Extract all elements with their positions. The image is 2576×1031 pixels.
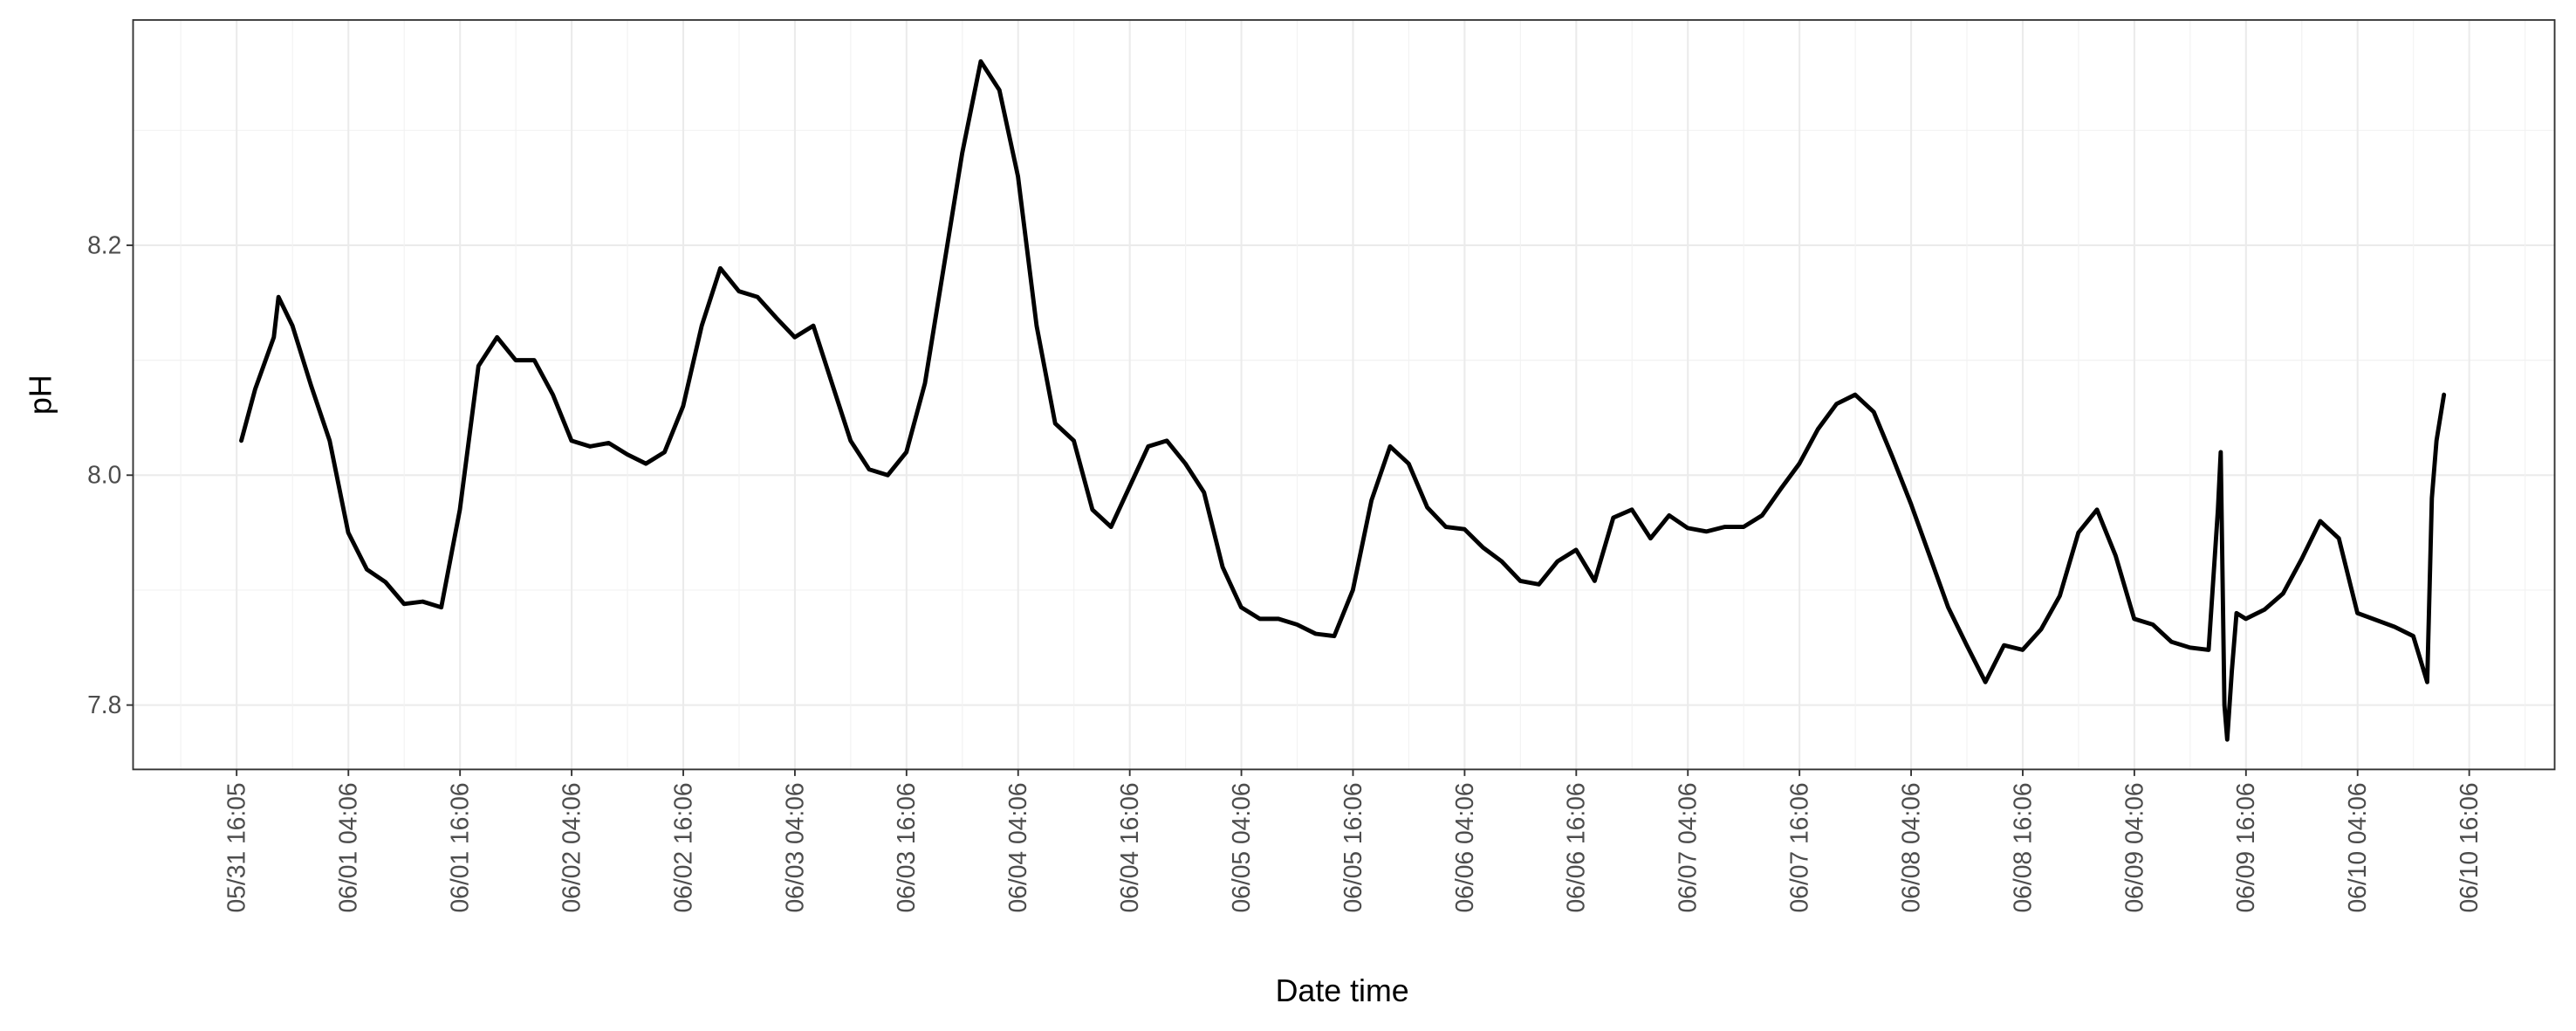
x-tick-label: 06/08 04:06 (1896, 782, 1924, 912)
marks (239, 58, 2447, 742)
x-tick-label: 06/01 16:06 (446, 782, 474, 912)
x-tick-label: 06/10 04:06 (2343, 782, 2371, 912)
y-tick-label: 8.0 (87, 461, 121, 489)
x-tick-label: 06/01 04:06 (334, 782, 362, 912)
x-tick-label: 06/05 16:06 (1339, 782, 1367, 912)
x-tick-label: 06/04 16:06 (1115, 782, 1143, 912)
x-tick-label: 06/04 04:06 (1004, 782, 1031, 912)
data-line (239, 58, 2447, 742)
x-tick-label: 06/03 16:06 (892, 782, 920, 912)
x-tick-label: 06/10 16:06 (2455, 782, 2483, 912)
x-tick-label: 06/06 16:06 (1562, 782, 1590, 912)
x-tick-label: 05/31 16:05 (223, 782, 250, 912)
panel-border (132, 18, 2556, 771)
x-axis-title: Date time (1276, 973, 1409, 1008)
x-tick-label: 06/09 04:06 (2120, 782, 2148, 912)
x-tick-label: 06/08 16:06 (2008, 782, 2036, 912)
x-tick-label: 06/07 04:06 (1674, 782, 1702, 912)
y-tick-label: 7.8 (87, 691, 121, 718)
x-tick-label: 06/09 16:06 (2231, 782, 2259, 912)
y-axis-title: pH (23, 375, 58, 415)
axes: 7.8 8.0 8.2 05/31 16:05 06/01 04:06 06/01 16:… (87, 230, 2483, 912)
x-tick-label: 06/05 04:06 (1227, 782, 1255, 912)
x-tick-label: 06/02 16:06 (668, 782, 696, 912)
x-tick-label: 06/07 16:06 (1785, 782, 1813, 912)
x-tick-label: 06/06 04:06 (1450, 782, 1478, 912)
x-tick-label: 06/02 04:06 (558, 782, 586, 912)
x-tick-label: 06/03 04:06 (780, 782, 808, 912)
y-tick-label: 8.2 (87, 230, 121, 258)
